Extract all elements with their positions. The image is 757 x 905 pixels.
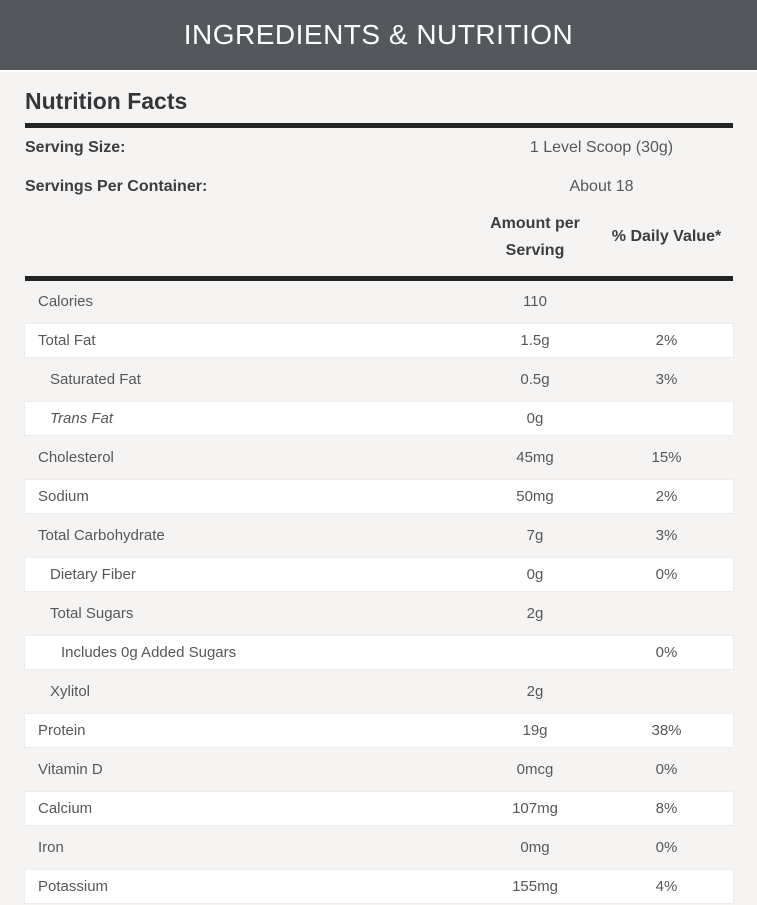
nutrient-daily-value: 0% bbox=[655, 566, 678, 583]
nutrient-amount: 155mg bbox=[512, 878, 558, 895]
nutrient-label: Total Fat bbox=[38, 332, 96, 349]
nutrient-daily-value: 3% bbox=[655, 527, 678, 544]
nutrient-amount: 110 bbox=[523, 293, 547, 310]
nutrient-daily-value: 2% bbox=[655, 488, 678, 505]
top-divider bbox=[25, 123, 733, 128]
nutrient-row: Calcium 107mg 8% bbox=[25, 792, 733, 825]
nutrient-row: Total Carbohydrate 7g 3% bbox=[25, 516, 733, 555]
daily-value-column-header: % Daily Value* bbox=[611, 228, 722, 245]
nutrient-daily-value: 8% bbox=[655, 800, 678, 817]
nutrient-label: Sodium bbox=[38, 488, 89, 505]
nutrient-label: Dietary Fiber bbox=[50, 566, 136, 583]
nutrient-daily-value: 38% bbox=[651, 722, 682, 739]
nutrient-amount: 107mg bbox=[512, 800, 558, 817]
servings-per-container-row: Servings Per Container: About 18 bbox=[25, 167, 733, 206]
nutrient-row: Dietary Fiber 0g 0% bbox=[25, 558, 733, 591]
section-header: INGREDIENTS & NUTRITION bbox=[0, 0, 757, 72]
nutrient-label: Iron bbox=[38, 839, 64, 856]
nutrient-label: Calcium bbox=[38, 800, 93, 817]
nutrient-row: Sodium 50mg 2% bbox=[25, 480, 733, 513]
nutrient-daily-value: 2% bbox=[655, 332, 678, 349]
nutrient-amount: 50mg bbox=[516, 488, 554, 505]
serving-size-row: Serving Size: 1 Level Scoop (30g) bbox=[25, 128, 733, 167]
header-divider bbox=[25, 276, 733, 281]
nutrient-label: Total Sugars bbox=[50, 605, 134, 622]
nutrition-rows: Calories 110 Total Fat 1.5g 2% Saturated Fat 0… bbox=[25, 282, 733, 903]
serving-size-label: Serving Size: bbox=[25, 138, 126, 156]
column-header-row: Amount per Serving % Daily Value* bbox=[25, 206, 733, 268]
nutrient-row: Protein 19g 38% bbox=[25, 714, 733, 747]
nutrient-row: Calories 110 bbox=[25, 282, 733, 321]
nutrient-amount: 0.5g bbox=[520, 371, 550, 388]
nutrient-label: Cholesterol bbox=[38, 449, 114, 466]
nutrient-row: Total Fat 1.5g 2% bbox=[25, 324, 733, 357]
nutrient-label: Vitamin D bbox=[38, 761, 103, 778]
servings-per-container-label: Servings Per Container: bbox=[25, 177, 208, 195]
nutrient-daily-value: 0% bbox=[655, 839, 678, 856]
nutrient-daily-value: 3% bbox=[655, 371, 678, 388]
serving-size-value: 1 Level Scoop (30g) bbox=[529, 138, 674, 156]
nutrient-row: Total Sugars 2g bbox=[25, 594, 733, 633]
amount-column-header: Amount per Serving bbox=[490, 215, 580, 259]
nutrient-row: Potassium 155mg 4% bbox=[25, 870, 733, 903]
nutrient-amount: 0mg bbox=[520, 839, 550, 856]
nutrient-row: Trans Fat 0g bbox=[25, 402, 733, 435]
servings-per-container-value: About 18 bbox=[569, 177, 634, 195]
section-header-title: INGREDIENTS & NUTRITION bbox=[183, 19, 574, 50]
nutrient-label: Trans Fat bbox=[50, 410, 114, 427]
nutrient-amount: 0g bbox=[526, 410, 544, 427]
nutrient-label: Potassium bbox=[38, 878, 109, 895]
nutrient-amount: 45mg bbox=[516, 449, 554, 466]
nutrient-amount: 19g bbox=[522, 722, 548, 739]
nutrient-row: Iron 0mg 0% bbox=[25, 828, 733, 867]
nutrient-row: Includes 0g Added Sugars 0% bbox=[25, 636, 733, 669]
nutrient-label: Protein bbox=[38, 722, 86, 739]
nutrition-facts-title: Nutrition Facts bbox=[25, 88, 188, 114]
nutrient-daily-value: 0% bbox=[655, 761, 678, 778]
nutrient-label: Xylitol bbox=[50, 683, 91, 700]
nutrient-label: Includes 0g Added Sugars bbox=[61, 644, 237, 661]
nutrient-row: Saturated Fat 0.5g 3% bbox=[25, 360, 733, 399]
nutrient-label: Saturated Fat bbox=[50, 371, 141, 388]
nutrition-facts-panel: Nutrition Facts Serving Size: 1 Level Sc… bbox=[0, 72, 757, 905]
nutrient-row: Xylitol 2g bbox=[25, 672, 733, 711]
nutrient-amount: 1.5g bbox=[520, 332, 550, 349]
nutrient-row: Cholesterol 45mg 15% bbox=[25, 438, 733, 477]
nutrient-amount: 2g bbox=[526, 605, 544, 622]
nutrient-amount: 2g bbox=[526, 683, 544, 700]
nutrient-daily-value: 15% bbox=[651, 449, 682, 466]
nutrient-daily-value: 4% bbox=[655, 878, 678, 895]
nutrient-amount: 0mcg bbox=[516, 761, 554, 778]
nutrient-amount: 0g bbox=[526, 566, 544, 583]
nutrient-label: Total Carbohydrate bbox=[38, 527, 165, 544]
nutrient-amount: 7g bbox=[526, 527, 544, 544]
nutrient-label: Calories bbox=[38, 293, 94, 310]
nutrient-daily-value: 0% bbox=[655, 644, 678, 661]
nutrient-row: Vitamin D 0mcg 0% bbox=[25, 750, 733, 789]
